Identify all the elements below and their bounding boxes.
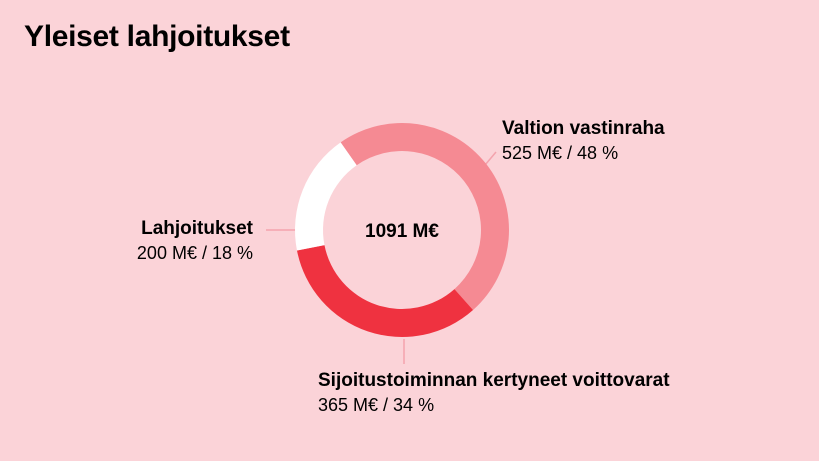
slice-label-sijoitustoiminta: Sijoitustoiminnan kertyneet voittovarat …: [318, 368, 670, 418]
slice-value: 525 M€ / 48 %: [502, 143, 619, 163]
donut-slice-lahjoitukset: [295, 142, 357, 251]
slice-name: Lahjoitukset: [141, 218, 253, 239]
chart-title: Yleiset lahjoitukset: [24, 20, 290, 53]
slice-value: 365 M€ / 34 %: [318, 395, 435, 415]
donut-slice-sijoitustoiminnan-kertyneet-voittovarat: [296, 245, 474, 337]
slice-value: 200 M€ / 18 %: [136, 243, 253, 263]
donut-center-total: 1091 M€: [365, 221, 439, 242]
slice-label-valtion-vastinraha: Valtion vastinraha 525 M€ / 48 %: [502, 116, 665, 166]
slice-label-lahjoitukset: Lahjoitukset 200 M€ / 18 %: [137, 216, 253, 266]
donut-slice-valtion-vastinraha: [340, 123, 509, 311]
slice-name: Sijoitustoiminnan kertyneet voittovarat: [318, 370, 670, 391]
slice-name: Valtion vastinraha: [502, 118, 665, 139]
